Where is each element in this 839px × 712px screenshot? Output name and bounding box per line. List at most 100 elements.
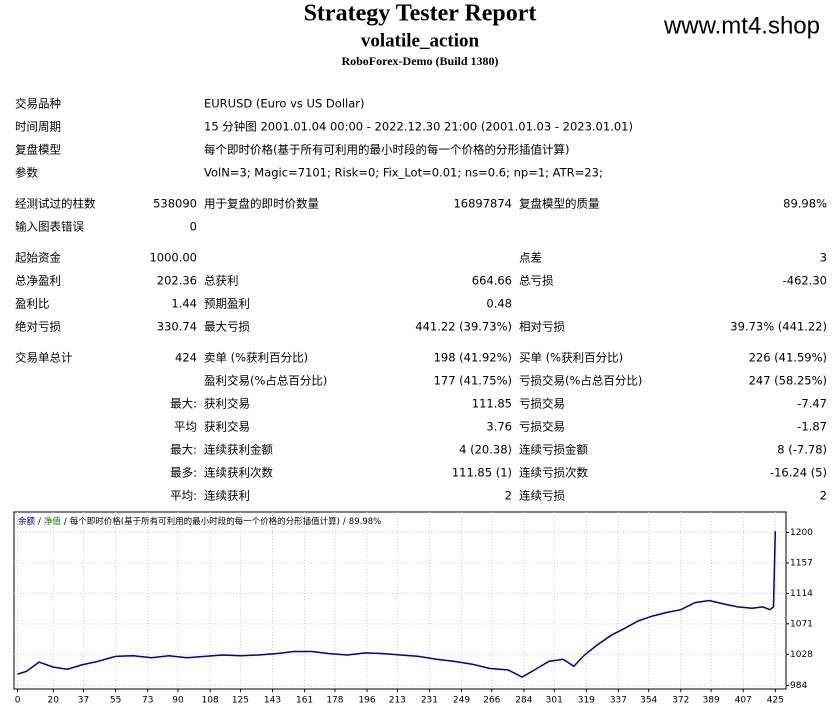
chart-legend: 余额 / 净值 / 每个即时价格(基于所有可利用的最小时段的每一个价格的分形插值计算) /… — [18, 516, 381, 527]
balance-line — [17, 531, 777, 678]
row-value: 1.44 — [171, 297, 197, 311]
row-value: 202.36 — [157, 274, 197, 288]
row-label: 连续获利次数 — [204, 466, 273, 480]
x-tick-label: 301 — [546, 696, 563, 706]
y-tick-label: 1071 — [790, 619, 813, 629]
row-value: 0 — [190, 220, 197, 234]
row-label: 相对亏损 — [519, 320, 565, 334]
row-value: 最多: — [170, 466, 197, 480]
x-tick-label: 389 — [703, 696, 720, 706]
row-label: 连续获利 — [204, 489, 250, 503]
row-value: -462.30 — [783, 274, 827, 288]
row-label: 总获利 — [204, 274, 239, 288]
x-tick-label: 55 — [110, 696, 121, 706]
watermark: www.mt4.shop — [663, 12, 820, 39]
legend-item: 89.98% — [349, 517, 381, 527]
x-tick-label: 125 — [232, 696, 249, 706]
chart-frame — [13, 511, 787, 690]
row-label: 15 分钟图 2001.01.04 00:00 - 2022.12.30 21:… — [204, 120, 633, 134]
x-tick-label: 249 — [453, 696, 470, 706]
row-label: 绝对亏损 — [15, 320, 61, 334]
row-label: 获利交易 — [204, 397, 250, 411]
row-label: 输入图表错误 — [15, 220, 84, 234]
x-tick-label: 196 — [358, 696, 375, 706]
x-tick-label: 354 — [640, 696, 657, 706]
x-tick-label: 178 — [326, 696, 343, 706]
row-label: 参数 — [15, 166, 38, 180]
row-label: 交易单总计 — [15, 351, 73, 365]
row-label: 时间周期 — [15, 120, 61, 134]
row-value: 39.73% (441.22) — [730, 320, 827, 334]
row-label: 连续亏损 — [519, 489, 565, 503]
row-value: 平均: — [170, 489, 197, 503]
row-label: 获利交易 — [204, 420, 250, 434]
row-label: 盈利比 — [15, 297, 50, 311]
x-tick-label: 20 — [47, 696, 59, 706]
row-value: 3 — [820, 251, 827, 265]
row-value: 0.48 — [486, 297, 512, 311]
row-value: 最大: — [170, 443, 197, 457]
row-label: 连续获利金额 — [204, 443, 273, 457]
x-tick-label: 161 — [296, 696, 313, 706]
row-value: 330.74 — [157, 320, 197, 334]
legend-item: / — [64, 517, 67, 527]
row-value: 177 (41.75%) — [434, 374, 512, 388]
x-tick-label: 213 — [389, 696, 406, 706]
x-tick-label: 73 — [142, 696, 153, 706]
row-label: 每个即时价格(基于所有可利用的最小时段的每一个价格的分形插值计算) — [204, 143, 569, 157]
row-label: 交易品种 — [15, 97, 61, 111]
row-label: 点差 — [519, 251, 542, 265]
legend-item: / — [38, 517, 41, 527]
row-value: 3.76 — [486, 420, 512, 434]
row-label: 总亏损 — [519, 274, 554, 288]
report-title: Strategy Tester Report — [304, 1, 537, 27]
row-value: 1000.00 — [149, 251, 197, 265]
y-tick-label: 1028 — [790, 650, 813, 660]
row-value: -16.24 (5) — [770, 466, 827, 480]
x-tick-label: 37 — [78, 696, 89, 706]
expert-name: volatile_action — [361, 30, 480, 51]
row-value: 最大: — [170, 397, 197, 411]
row-value: 2 — [505, 489, 512, 503]
row-label: 亏损交易 — [519, 420, 565, 434]
x-tick-label: 0 — [15, 696, 21, 706]
y-tick-label: 984 — [790, 681, 807, 691]
row-value: 538090 — [153, 197, 197, 211]
row-label: 亏损交易 — [519, 397, 565, 411]
y-tick-label: 1114 — [790, 589, 813, 599]
row-label: 买单 (%获利百分比) — [519, 351, 623, 365]
legend-item: 余额 — [18, 516, 36, 527]
row-value: 89.98% — [783, 197, 827, 211]
row-label: 最大亏损 — [204, 320, 250, 334]
row-value: 平均 — [174, 420, 197, 434]
row-label: 盈利交易(%占总百分比) — [204, 374, 327, 388]
x-tick-label: 90 — [172, 696, 184, 706]
y-tick-label: 1157 — [790, 558, 813, 568]
x-tick-label: 231 — [421, 696, 438, 706]
legend-item: / — [343, 517, 346, 527]
row-label: 起始资金 — [15, 251, 61, 265]
row-label: 复盘模型 — [15, 143, 61, 157]
legend-item: 净值 — [44, 516, 62, 527]
server-name: RoboForex-Demo (Build 1380) — [341, 54, 498, 68]
x-tick-label: 337 — [610, 696, 627, 706]
row-label: 亏损交易(%占总百分比) — [519, 374, 642, 388]
y-tick-label: 1200 — [790, 528, 813, 538]
row-label: 连续亏损金额 — [519, 443, 588, 457]
row-label: 用于复盘的即时价数量 — [204, 197, 319, 211]
x-tick-label: 143 — [264, 696, 281, 706]
row-label: 连续亏损次数 — [519, 466, 588, 480]
x-tick-label: 266 — [483, 696, 500, 706]
row-label: 经测试过的柱数 — [15, 197, 96, 211]
x-tick-label: 319 — [578, 696, 595, 706]
row-value: 4 (20.38) — [459, 443, 512, 457]
row-label: EURUSD (Euro vs US Dollar) — [204, 97, 364, 111]
row-value: 664.66 — [472, 274, 512, 288]
row-value: 198 (41.92%) — [434, 351, 512, 365]
row-label: 复盘模型的质量 — [519, 197, 600, 211]
row-value: 226 (41.59%) — [749, 351, 827, 365]
legend-item: 每个即时价格(基于所有可利用的最小时段的每一个价格的分形插值计算) — [70, 516, 340, 527]
row-label: 卖单 (%获利百分比) — [204, 351, 308, 365]
row-value: 111.85 (1) — [452, 466, 512, 480]
